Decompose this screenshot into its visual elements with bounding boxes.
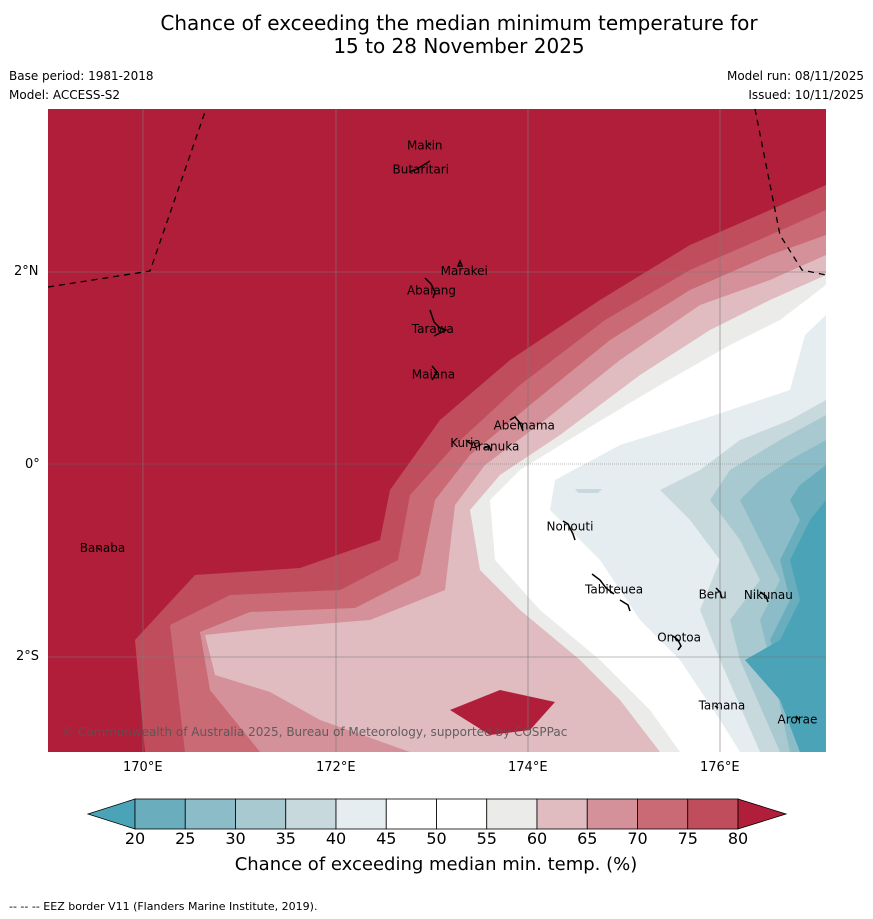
island-label-arorae: Arorae	[778, 713, 818, 727]
island-label-tarawa: Tarawa	[411, 322, 454, 336]
island-label-beru: Beru	[699, 587, 727, 601]
colorbar-tick-80: 80	[728, 829, 748, 848]
onotoa-coast	[672, 635, 682, 651]
contour-small-patch	[575, 489, 602, 493]
colorbar-tick-65: 65	[577, 829, 597, 848]
colorbar-bin-50_55	[436, 798, 488, 830]
colorbar-tick-70: 70	[627, 829, 647, 848]
colorbar-extend-low	[86, 798, 136, 830]
lon-label-174: 174°E	[508, 760, 548, 775]
contour-below-20	[745, 500, 826, 752]
colorbar-bin-55_60	[486, 798, 538, 830]
lon-label-170: 170°E	[123, 760, 163, 775]
island-label-aranuka: Aranuka	[470, 440, 520, 454]
contour-hotspot	[450, 690, 555, 735]
colorbar-bin-25_30	[184, 798, 236, 830]
copyright-notice: © Commonwealth of Australia 2025, Bureau…	[62, 725, 567, 739]
colorbar-extend-high	[737, 798, 788, 830]
aranuka-coast	[483, 445, 492, 452]
colorbar-tick-30: 30	[225, 829, 245, 848]
colorbar-tick-35: 35	[276, 829, 296, 848]
maiana-coast	[431, 365, 438, 381]
colorbar-tick-55: 55	[477, 829, 497, 848]
eez-border	[47, 108, 827, 288]
lat-label-0: 0°	[25, 457, 40, 472]
lat-label-2s: 2°S	[16, 649, 40, 664]
tarawa-coast	[429, 309, 448, 337]
lat-label-2n: 2°N	[14, 264, 39, 279]
island-label-abaiang: Abaiang	[407, 283, 456, 297]
title-line-2: 15 to 28 November 2025	[333, 34, 585, 58]
colorbar-tick-20: 20	[125, 829, 145, 848]
colorbar-tick-40: 40	[326, 829, 346, 848]
meta-left: Base period: 1981-2018 Model: ACCESS-S2	[9, 69, 154, 103]
issued-date: Issued: 10/11/2025	[748, 88, 864, 102]
island-label-onotoa: Onotoa	[657, 631, 701, 645]
graticule	[48, 109, 826, 752]
footer-note: -- -- -- EEZ border V11 (Flanders Marine…	[9, 900, 318, 913]
meta-right: Model run: 08/11/2025 Issued: 10/11/2025	[727, 69, 864, 103]
model-name: Model: ACCESS-S2	[9, 88, 121, 102]
kuria-coast	[465, 439, 472, 445]
makin-coast	[427, 142, 432, 146]
tamana-coast	[714, 705, 719, 709]
colorbar-tick-50: 50	[426, 829, 446, 848]
abemama-coast	[509, 416, 524, 432]
beru-coast	[715, 587, 723, 599]
colorbar-bin-45_50	[385, 798, 437, 830]
island-label-nonouti: Nonouti	[547, 520, 594, 534]
arorae-coast	[795, 715, 800, 721]
colorbar-bin-30_35	[235, 798, 287, 830]
eez-line-west	[47, 108, 207, 288]
colorbar-bin-40_45	[335, 798, 387, 830]
base-period: Base period: 1981-2018	[9, 69, 154, 83]
colorbar-bin-20_25	[134, 798, 186, 830]
island-label-nikunau: Nikunau	[744, 588, 793, 602]
island-label-banaba: Banaba	[80, 541, 126, 555]
island-label-marakei: Marakei	[441, 264, 488, 278]
tabiteuea-coast	[591, 573, 631, 612]
abaiang-coast	[424, 277, 436, 299]
colorbar-tick-75: 75	[678, 829, 698, 848]
colorbar-label: Chance of exceeding median min. temp. (%…	[235, 854, 638, 875]
lon-label-176: 176°E	[700, 760, 740, 775]
island-label-makin: Makin	[407, 139, 443, 153]
island-label-maiana: Maiana	[412, 367, 455, 381]
lon-label-172: 172°E	[316, 760, 356, 775]
island-label-tamana: Tamana	[698, 698, 746, 712]
nikunau-coast	[759, 591, 769, 603]
probability-contours	[48, 109, 826, 752]
map-panel: Makin Butaritari Marakei Abaiang Tarawa Maian…	[47, 108, 827, 752]
nonouti-coast	[562, 520, 576, 541]
colorbar-tick-45: 45	[376, 829, 396, 848]
colorbar-bin-75_80	[687, 798, 739, 830]
banaba-coast	[97, 547, 101, 551]
colorbar-bin-60_65	[536, 798, 588, 830]
title-line-1: Chance of exceeding the median minimum t…	[160, 11, 758, 35]
colorbar: 20 25 30 35 40 45 50 55 60 65 70 75 80 Chance of exc…	[86, 798, 788, 875]
map-title: Chance of exceeding the median minimum t…	[0, 12, 873, 58]
islands-coastlines	[97, 142, 800, 721]
marakei-coast	[456, 258, 464, 267]
colorbar-bin-70_75	[637, 798, 689, 830]
island-label-abemama: Abemama	[494, 418, 555, 432]
island-label-tabiteuea: Tabiteuea	[584, 582, 643, 596]
island-label-butaritari: Butaritari	[393, 163, 450, 177]
colorbar-tick-60: 60	[527, 829, 547, 848]
butaritari-coast	[408, 160, 431, 173]
island-labels: Makin Butaritari Marakei Abaiang Tarawa Maian…	[80, 139, 818, 727]
colorbar-tick-25: 25	[175, 829, 195, 848]
colorbar-bin-65_70	[586, 798, 638, 830]
island-label-kuria: Kuria	[450, 436, 481, 450]
model-run: Model run: 08/11/2025	[726, 69, 864, 83]
colorbar-bin-35_40	[285, 798, 337, 830]
